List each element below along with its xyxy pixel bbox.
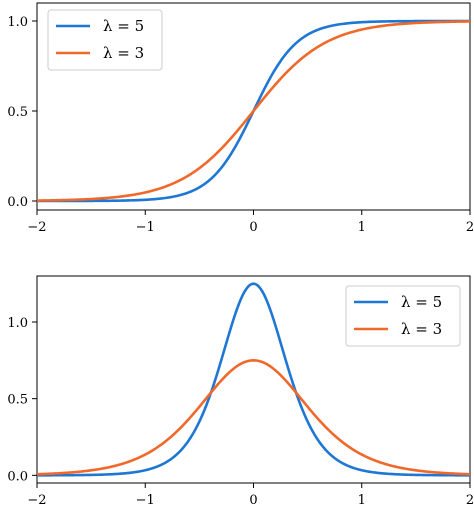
- x-tick-label: 1: [358, 220, 366, 235]
- legend-label: λ = 3: [401, 320, 442, 338]
- x-tick-label: −1: [136, 493, 155, 508]
- x-tick-label: −2: [27, 220, 46, 235]
- x-tick-label: −2: [27, 493, 46, 508]
- legend-label: λ = 5: [401, 293, 442, 311]
- y-tick-label: 1.0: [7, 15, 28, 30]
- y-tick-label: 1.0: [7, 316, 28, 331]
- legend-label: λ = 5: [103, 17, 144, 35]
- x-tick-label: −1: [136, 220, 155, 235]
- series-line-lambda-3-panel-1: [37, 20, 470, 202]
- series-line-lambda-3-panel-2: [37, 359, 470, 476]
- legend-label: λ = 3: [103, 44, 144, 62]
- x-tick-label: 1: [358, 493, 366, 508]
- y-tick-label: 0.0: [7, 469, 28, 484]
- y-tick-label: 0.0: [7, 195, 28, 210]
- x-tick-label: 0: [249, 493, 257, 508]
- x-tick-label: 0: [249, 220, 257, 235]
- y-tick-label: 0.5: [7, 393, 28, 408]
- series-line-lambda-5-panel-2: [37, 282, 470, 477]
- y-tick-label: 0.5: [7, 105, 28, 120]
- x-tick-label: 2: [466, 220, 474, 235]
- x-tick-label: 2: [466, 493, 474, 508]
